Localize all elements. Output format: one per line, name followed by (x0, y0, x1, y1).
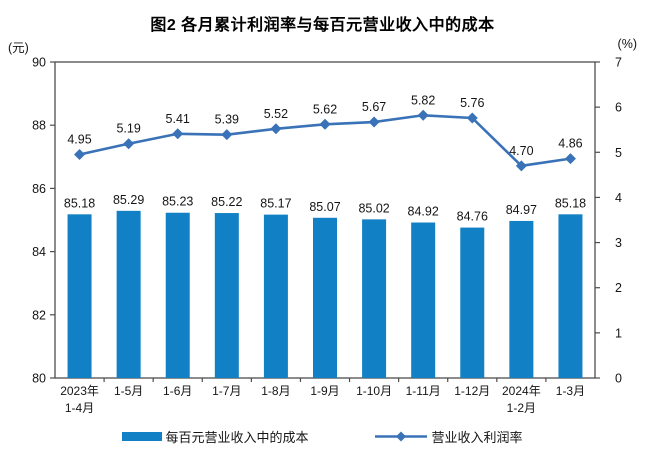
line-value-label: 5.62 (313, 102, 337, 116)
legend-item-profit: 营业收入利润率 (373, 427, 523, 446)
line-value-label: 4.70 (509, 144, 533, 158)
bar-value-label: 85.18 (555, 196, 586, 210)
x-category-label: 1-9月 (310, 384, 339, 398)
x-category-label: 1-7月 (212, 384, 241, 398)
bar-value-label: 84.76 (457, 210, 488, 224)
x-category-label: 1-11月 (406, 384, 441, 398)
bar (558, 214, 583, 378)
line-marker (74, 149, 86, 161)
left-tick-label: 88 (32, 119, 46, 133)
bar (411, 222, 436, 378)
bar-value-label: 85.22 (211, 195, 242, 209)
line-value-label: 5.52 (264, 107, 288, 121)
chart-title: 图2 各月累计利润率与每百元营业收入中的成本 (150, 17, 495, 34)
line-value-label: 5.82 (411, 93, 435, 107)
right-tick-label: 7 (615, 56, 622, 70)
right-axis-unit: (%) (617, 37, 637, 51)
bar (313, 217, 337, 378)
right-tick-label: 1 (615, 326, 622, 340)
bar (67, 214, 92, 378)
right-tick-label: 3 (615, 236, 622, 250)
left-tick-label: 86 (32, 182, 46, 196)
line-marker (368, 116, 380, 128)
bar (362, 219, 387, 378)
bar-value-label: 85.07 (309, 200, 340, 214)
bar-value-label: 85.02 (358, 201, 389, 215)
x-category-label: 2023年 1-4月 (60, 384, 99, 415)
line-value-label: 4.86 (558, 137, 582, 151)
left-tick-label: 82 (32, 308, 46, 322)
legend: 每百元营业收入中的成本 营业收入利润率 (0, 427, 645, 446)
line-marker (123, 138, 135, 150)
right-tick-label: 4 (615, 191, 622, 205)
line-value-label: 5.19 (116, 122, 140, 136)
bar-value-label: 84.97 (506, 203, 537, 217)
x-category-label: 1-12月 (454, 384, 490, 398)
line-value-label: 5.67 (362, 100, 386, 114)
line-marker (270, 123, 282, 135)
line-marker (515, 160, 527, 172)
right-tick-label: 5 (615, 146, 622, 160)
bar (509, 220, 534, 378)
line-value-label: 5.39 (215, 113, 239, 127)
x-category-label: 1-10月 (356, 384, 392, 398)
line-legend-swatch (374, 431, 427, 442)
x-category-label: 1-6月 (163, 384, 192, 398)
legend-label-profit: 营业收入利润率 (431, 430, 523, 445)
legend-label-cost: 每百元营业收入中的成本 (165, 430, 309, 445)
right-tick-label: 2 (615, 281, 622, 295)
bar-legend-swatch (122, 432, 163, 441)
legend-item-cost: 每百元营业收入中的成本 (122, 427, 309, 446)
bar-value-label: 85.29 (113, 193, 144, 207)
bar (214, 213, 239, 378)
bar (460, 227, 485, 378)
x-category-label: 1-3月 (556, 384, 585, 398)
x-category-label: 1-8月 (261, 384, 290, 398)
line-marker (221, 129, 233, 141)
line-value-label: 5.41 (166, 112, 190, 126)
x-category-label: 2024年 1-2月 (502, 384, 541, 415)
bar (263, 214, 288, 378)
line-value-label: 5.76 (460, 96, 484, 110)
bar-value-label: 85.23 (162, 195, 193, 209)
line-marker (417, 109, 429, 121)
bar (116, 210, 141, 378)
left-axis-unit: (元) (8, 41, 29, 55)
right-tick-label: 6 (615, 101, 622, 115)
bar-value-label: 84.92 (408, 205, 439, 219)
left-tick-label: 90 (32, 56, 46, 70)
line-marker (564, 153, 576, 165)
line-marker (466, 112, 478, 124)
bar (165, 212, 190, 378)
bar-value-label: 85.18 (64, 196, 95, 210)
right-tick-label: 0 (615, 372, 622, 386)
line-marker (319, 118, 331, 130)
line-value-label: 4.95 (67, 133, 91, 147)
x-category-label: 1-5月 (114, 384, 143, 398)
left-tick-label: 84 (32, 245, 46, 259)
line-marker (172, 128, 184, 140)
left-tick-label: 80 (32, 372, 46, 386)
bar-value-label: 85.17 (260, 197, 291, 211)
